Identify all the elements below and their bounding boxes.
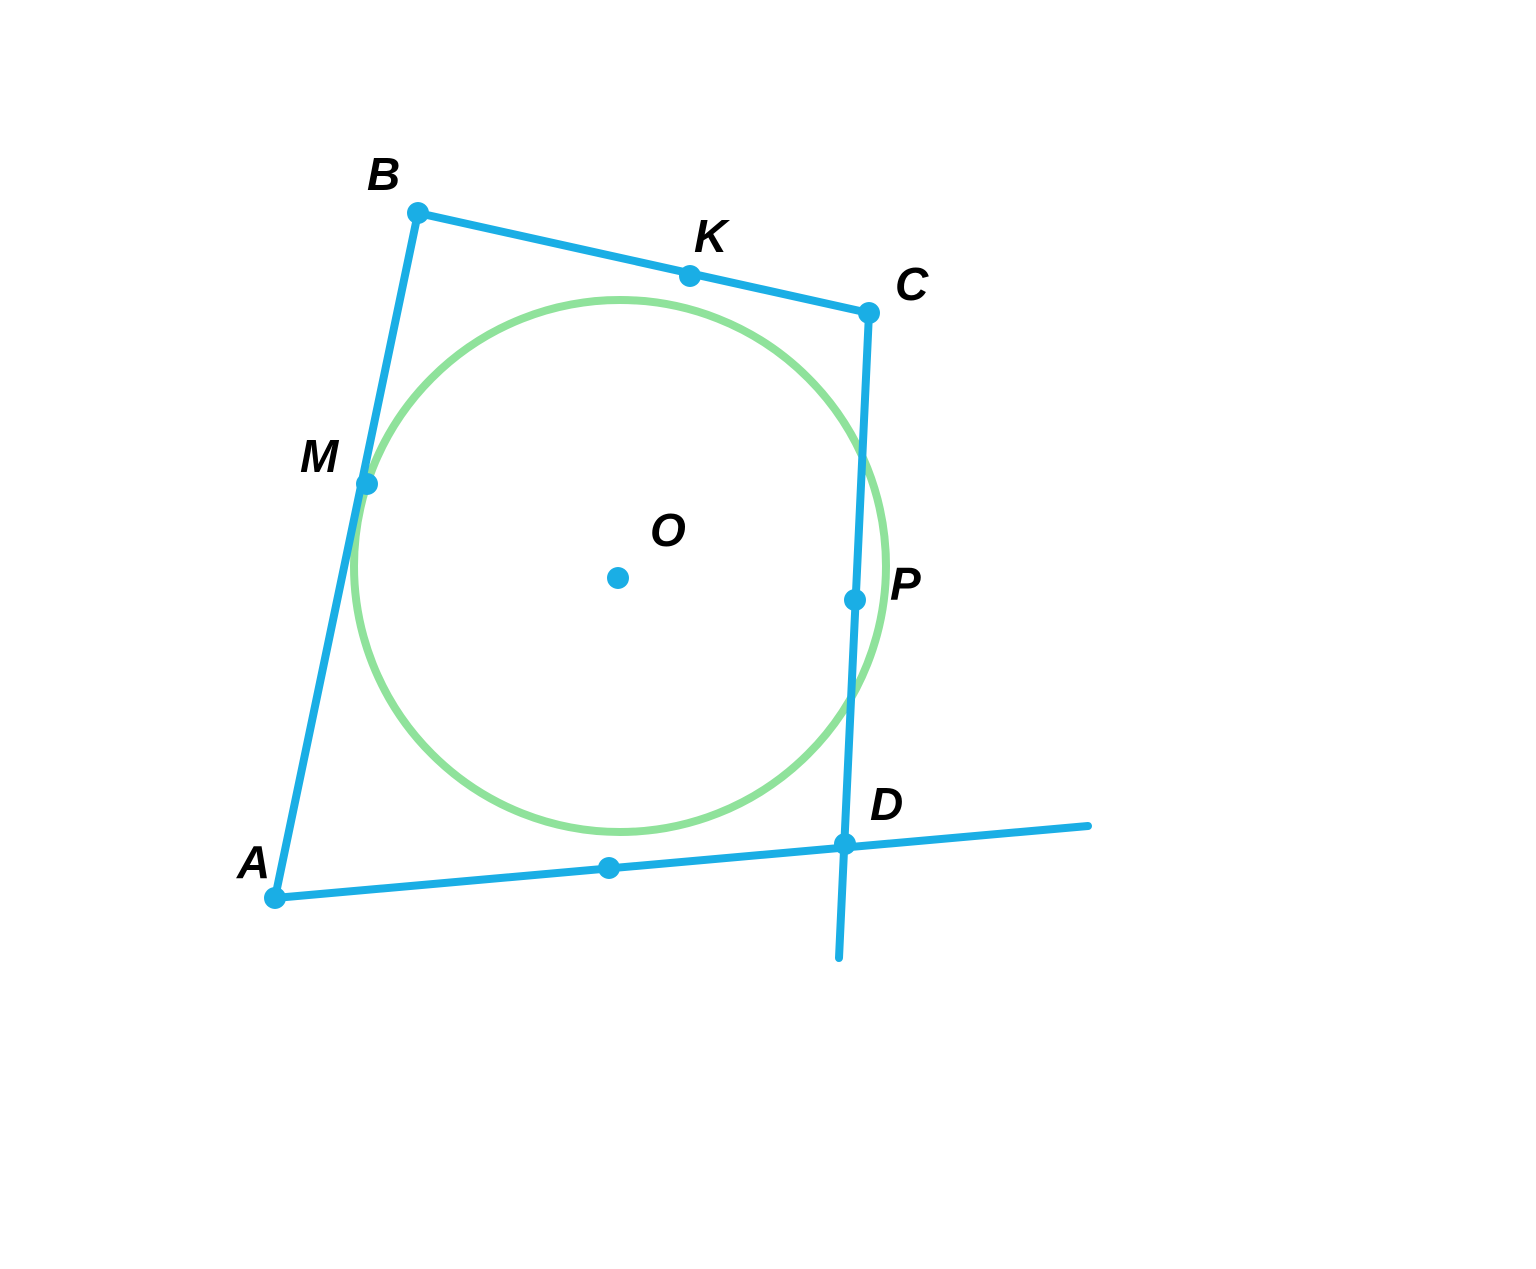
label-P: P	[890, 558, 921, 610]
label-D: D	[870, 778, 903, 830]
point-D	[834, 833, 856, 855]
point-K	[679, 265, 701, 287]
label-C: C	[895, 258, 929, 310]
point-A	[264, 887, 286, 909]
label-M: M	[300, 430, 340, 482]
point-M	[356, 473, 378, 495]
label-B: B	[367, 148, 400, 200]
label-A: A	[236, 836, 270, 888]
point-O	[607, 567, 629, 589]
point-P	[844, 589, 866, 611]
point-N	[598, 857, 620, 879]
geometry-diagram: A B C D M K P O	[0, 0, 1536, 1269]
point-B	[407, 202, 429, 224]
label-O: O	[650, 504, 686, 556]
background	[0, 0, 1536, 1269]
point-C	[858, 302, 880, 324]
label-K: K	[694, 210, 730, 262]
